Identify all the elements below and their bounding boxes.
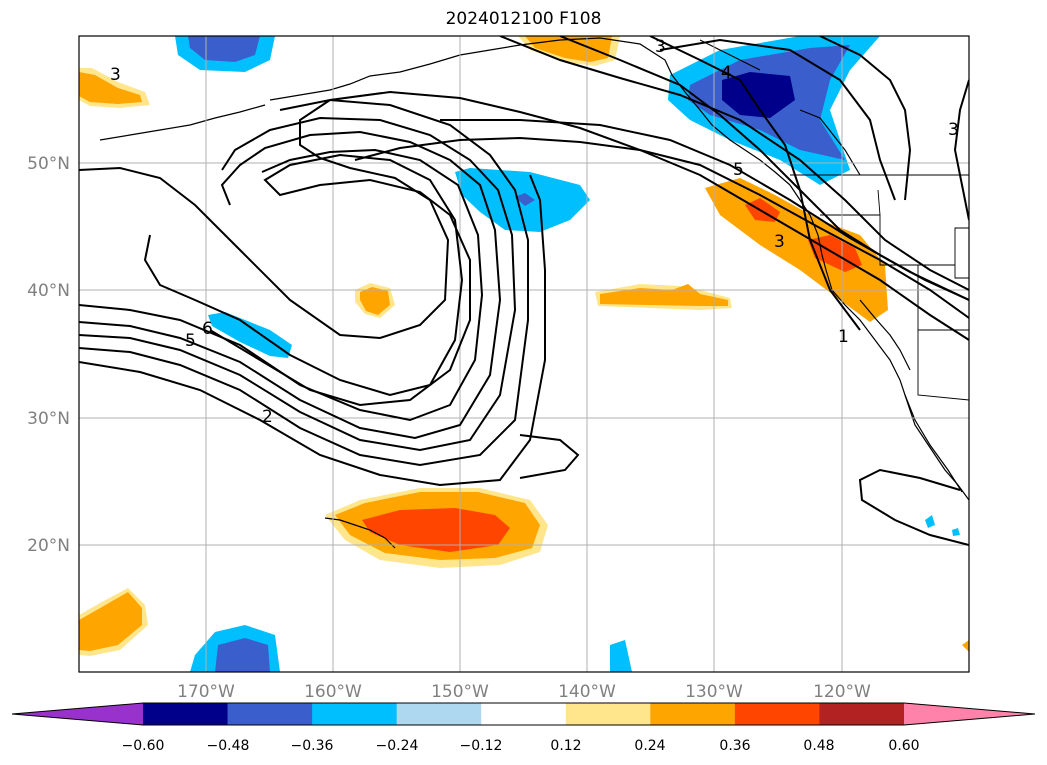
colorbar-tick-label: −0.60 [122, 738, 165, 754]
contour-label: 5 [185, 331, 196, 351]
colorbar-tick-label: 0.24 [634, 738, 665, 754]
aleutians [99, 104, 266, 141]
latitude-labels: 50°N 40°N 30°N 20°N [27, 154, 70, 556]
colorbar-tick-label: −0.24 [376, 738, 419, 754]
colorbar-segment [396, 703, 482, 725]
hawaii-islands [324, 517, 396, 549]
contour-label: 4 [721, 63, 732, 83]
colorbar-tick-label: 0.36 [719, 738, 750, 754]
lat-label: 20°N [27, 536, 70, 556]
contour-label: 3 [655, 37, 666, 57]
lat-label: 40°N [27, 281, 70, 301]
positive-anomaly-nw-core [79, 72, 142, 104]
contour-label: 2 [262, 407, 273, 427]
negative-anomaly-south-core [215, 638, 270, 672]
colorbar-segment [312, 703, 398, 725]
colorbar-tick-label: −0.36 [291, 738, 334, 754]
negative-anomaly-central-core [515, 193, 535, 206]
negative-anomaly-south-2 [610, 640, 632, 672]
shaded-anomalies [79, 36, 969, 672]
colorbar-segment [734, 703, 820, 725]
contour-3 [79, 148, 484, 422]
colorbar-tick-label: 0.60 [888, 738, 919, 754]
map-frame [78, 35, 970, 673]
lon-label: 150°W [431, 682, 489, 702]
negative-anomaly-bc-max [722, 72, 795, 118]
colorbar-tick-label: −0.48 [207, 738, 250, 754]
coast-inland [859, 299, 911, 371]
colorbar-segment [819, 703, 905, 725]
map-plot-area: 6 5 2 3 4 5 3 3 1 3 [79, 36, 969, 672]
colorbar-tick-labels: −0.60 −0.48 −0.36 −0.24 −0.12 0.12 0.24 … [122, 738, 920, 754]
contour-label: 5 [733, 160, 744, 180]
alaska-coast [269, 37, 791, 186]
contour-lines [79, 36, 969, 546]
colorbar-tick-label: −0.12 [460, 738, 503, 754]
contour-label: 3 [948, 120, 959, 140]
contour-2 [143, 153, 471, 407]
colorbar-segment [481, 703, 567, 725]
lat-label: 50°N [27, 154, 70, 174]
contour-ne-5 [659, 38, 896, 201]
contour-8 [519, 434, 580, 479]
lat-label: 30°N [27, 409, 70, 429]
contour-ne-4 [559, 36, 969, 301]
contour-label: 3 [110, 65, 121, 85]
colorbar-segment [565, 703, 651, 725]
contour-6 [79, 98, 529, 467]
political-borders [790, 174, 969, 401]
na-west-coast [789, 184, 969, 501]
map-title: 2024012100 F108 [445, 9, 602, 29]
colorbar-segment [227, 703, 313, 725]
lon-label: 130°W [685, 682, 743, 702]
baja [904, 394, 963, 493]
lon-label: 160°W [304, 682, 362, 702]
contour-ne-3 [499, 36, 969, 291]
contour-labels: 6 5 2 3 4 5 3 3 1 3 [110, 37, 959, 427]
contour-ne-6 [649, 36, 861, 331]
lon-label: 140°W [558, 682, 616, 702]
colorbar-extend-low [12, 703, 143, 725]
lon-label: 120°W [813, 682, 871, 702]
contour-7 [79, 174, 546, 487]
longitude-labels: 170°W 160°W 150°W 140°W 130°W 120°W [177, 682, 871, 702]
contour-label: 3 [774, 232, 785, 252]
positive-anomaly-hawaii-core [362, 508, 510, 552]
colorbar-tick-label: 0.12 [550, 738, 581, 754]
contour-ne-1 [354, 136, 969, 319]
lon-label: 170°W [177, 682, 235, 702]
colorbar [11, 702, 1036, 726]
coastlines [99, 37, 969, 549]
contour-label: 1 [838, 327, 849, 347]
contour-ne-7 [819, 36, 912, 201]
colorbar-outline [11, 702, 1036, 726]
colorbar-tick-label: 0.48 [803, 738, 834, 754]
contour-se [858, 468, 969, 546]
negative-anomaly-sw [208, 312, 292, 358]
colorbar-extend-high [904, 703, 1035, 725]
contour-ne-8 [953, 79, 969, 221]
colorbar-segment [143, 703, 229, 725]
colorbar-segment [650, 703, 736, 725]
contour-label: 6 [202, 319, 213, 339]
contour-4 [79, 130, 502, 440]
positive-anomaly-north-core [525, 36, 612, 62]
contour-5 [79, 116, 517, 452]
